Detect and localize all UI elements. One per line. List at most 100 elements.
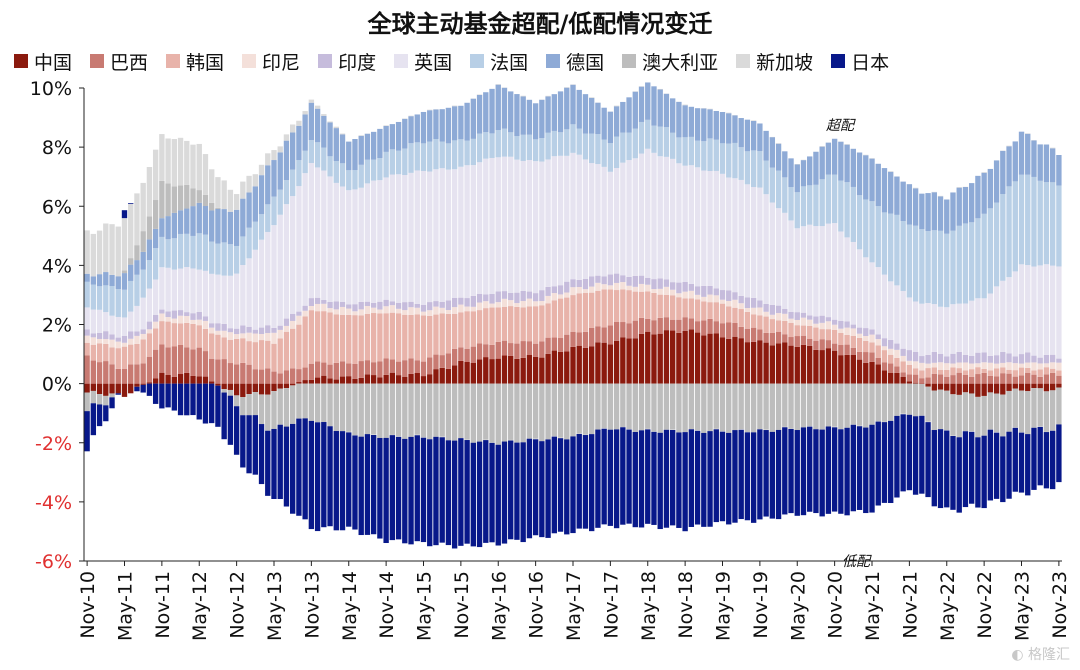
- bar-segment: [657, 278, 663, 289]
- bar-segment: [850, 347, 856, 355]
- bar-segment: [707, 285, 713, 295]
- bar-segment: [227, 332, 234, 340]
- bar-segment: [595, 342, 601, 384]
- bar-segment: [1006, 362, 1012, 370]
- bar-segment: [701, 285, 707, 297]
- bar-segment: [1012, 388, 1018, 428]
- bar-segment: [657, 432, 663, 530]
- bar-segment: [906, 364, 913, 375]
- bar-segment: [912, 188, 919, 226]
- bar-segment: [794, 164, 800, 193]
- bar-segment: [221, 383, 227, 390]
- bar-segment: [445, 440, 452, 546]
- legend-label: 德国: [566, 51, 605, 74]
- bar-segment: [856, 425, 863, 427]
- bar-segment: [750, 121, 757, 151]
- bar-segment: [937, 374, 944, 384]
- bar-segment: [433, 109, 439, 139]
- bar-segment: [838, 180, 844, 232]
- bar-segment: [993, 383, 1000, 394]
- bar-segment: [844, 327, 850, 335]
- bar-segment: [707, 294, 713, 303]
- bar-segment: [825, 317, 832, 322]
- bar-segment: [570, 287, 576, 296]
- bar-segment: [283, 370, 290, 384]
- legend-item: 印尼: [242, 48, 300, 75]
- x-tick-label: May-11: [114, 571, 136, 641]
- annotation-overweight: 超配: [826, 118, 856, 134]
- bar-segment: [165, 183, 171, 217]
- bar-segment: [445, 368, 452, 384]
- bar-segment: [327, 156, 333, 177]
- bar-segment: [402, 310, 408, 315]
- bar-segment: [613, 273, 620, 283]
- bar-segment: [246, 258, 252, 327]
- bar-segment: [1018, 363, 1025, 368]
- bar-segment: [358, 135, 364, 136]
- bar-segment: [962, 187, 969, 224]
- bar-segment: [993, 355, 1000, 364]
- bar-segment: [719, 143, 726, 174]
- bar-segment: [458, 312, 464, 348]
- bar-segment: [626, 276, 632, 286]
- bar-segment: [84, 273, 90, 282]
- bar-segment: [321, 375, 327, 384]
- bar-segment: [177, 268, 184, 311]
- bar-segment: [314, 361, 321, 378]
- bar-segment: [109, 315, 115, 335]
- bar-segment: [258, 175, 265, 215]
- bar-segment: [358, 164, 364, 188]
- bar-segment: [526, 341, 533, 356]
- bar-segment: [221, 275, 227, 324]
- bar-segment: [476, 133, 483, 163]
- bar-segment: [352, 315, 358, 364]
- bar-segment: [850, 424, 856, 512]
- bar-segment: [1012, 363, 1018, 371]
- bar-segment: [682, 317, 688, 331]
- bar-segment: [838, 141, 844, 181]
- bar-segment: [950, 353, 956, 364]
- x-tick-label: Nov-19: [750, 571, 772, 639]
- bar-segment: [800, 312, 807, 318]
- bar-segment: [377, 158, 383, 181]
- bar-segment: [146, 239, 153, 261]
- bar-segment: [308, 140, 315, 163]
- bar-segment: [395, 375, 402, 384]
- bar-segment: [184, 312, 190, 317]
- bar-segment: [1037, 376, 1043, 384]
- bar-segment: [981, 372, 987, 384]
- bar-segment: [956, 362, 962, 369]
- bar-segment: [807, 156, 813, 186]
- bar-segment: [364, 313, 371, 361]
- bar-segment: [831, 319, 838, 325]
- bar-segment: [888, 339, 894, 349]
- bar-segment: [314, 167, 321, 298]
- bar-segment: [258, 394, 265, 425]
- bar-segment: [308, 363, 315, 380]
- y-tick-label: -2%: [35, 433, 72, 455]
- bar-segment: [589, 133, 595, 164]
- bar-segment: [140, 383, 146, 385]
- bar-segment: [96, 383, 103, 395]
- bar-segment: [433, 354, 439, 370]
- bar-segment: [557, 294, 564, 299]
- bar-segment: [744, 311, 751, 329]
- bar-segment: [184, 322, 190, 348]
- bar-segment: [975, 175, 981, 219]
- bar-segment: [626, 429, 632, 524]
- bar-segment: [601, 276, 607, 285]
- bar-segment: [969, 369, 975, 377]
- bar-segment: [1037, 383, 1043, 389]
- bar-segment: [719, 303, 726, 324]
- bar-segment: [96, 343, 103, 363]
- bar-segment: [451, 348, 458, 366]
- bar-segment: [96, 394, 103, 405]
- bar-segment: [171, 139, 178, 187]
- bar-segment: [520, 442, 526, 543]
- bar-segment: [128, 264, 134, 281]
- watermark-logo: ◐ 格隆汇: [1011, 647, 1070, 663]
- bar-segment: [669, 295, 676, 320]
- bar-segment: [800, 186, 807, 227]
- bar-segment: [103, 272, 109, 286]
- bar-segment: [395, 174, 402, 303]
